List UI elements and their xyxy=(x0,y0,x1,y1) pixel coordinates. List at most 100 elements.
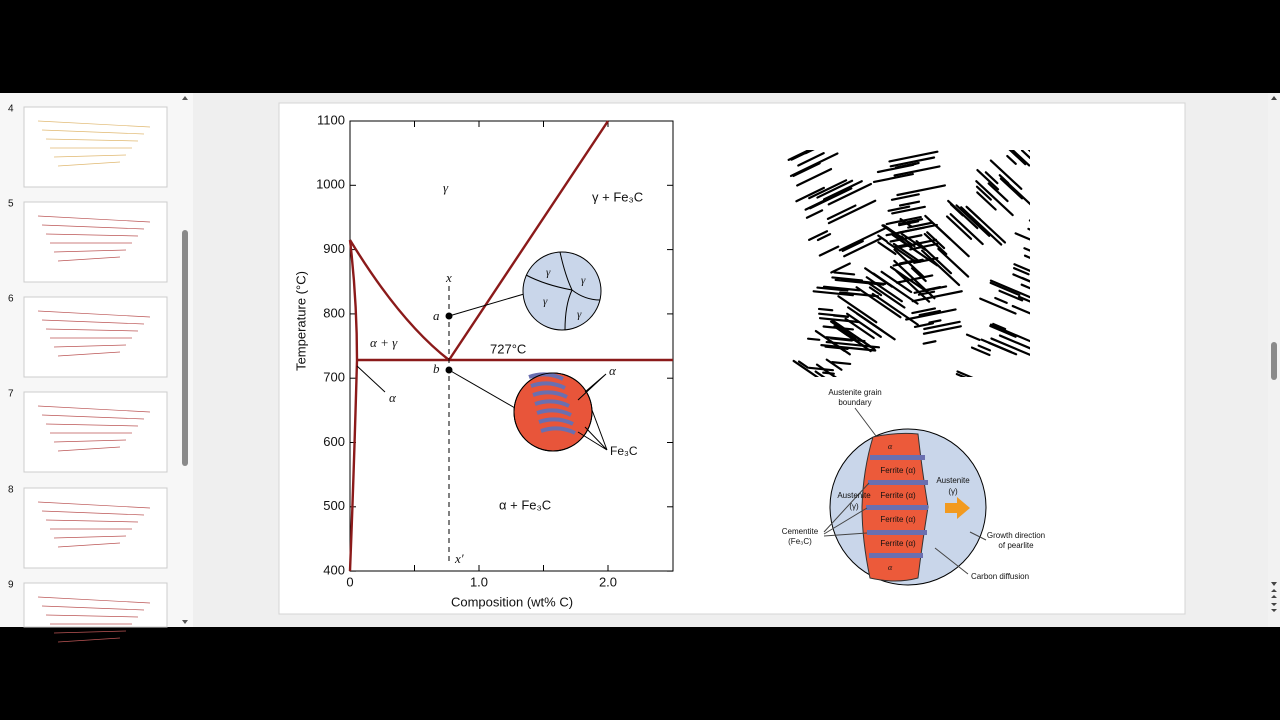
slide-thumbnail[interactable] xyxy=(23,487,168,569)
grain-label: γ xyxy=(577,309,582,321)
lamella xyxy=(990,337,1030,357)
panel-scrollbar[interactable] xyxy=(182,230,188,466)
lamella xyxy=(825,340,881,349)
lamella xyxy=(886,241,916,263)
region-label: α xyxy=(389,390,397,405)
slide-number: 8 xyxy=(8,485,14,496)
lamella xyxy=(792,162,821,178)
main-scrollbar[interactable] xyxy=(1271,342,1277,380)
lamella xyxy=(1017,295,1030,303)
lamella xyxy=(965,333,981,342)
x-tick-label: 1.0 xyxy=(470,574,488,589)
lamella xyxy=(831,361,852,366)
thumb-content xyxy=(41,129,145,135)
lamella xyxy=(833,271,856,276)
label: Austenite xyxy=(936,476,970,485)
thumb-content xyxy=(37,596,151,604)
thumb-content xyxy=(37,215,151,223)
lamella xyxy=(935,224,970,258)
lamella xyxy=(812,290,854,297)
circle-outline xyxy=(513,372,593,452)
lamella xyxy=(898,220,920,227)
lamella xyxy=(889,234,923,243)
thumb-content xyxy=(45,614,139,618)
lamella xyxy=(808,366,835,372)
thumb-content xyxy=(45,519,139,523)
lamella xyxy=(898,218,924,225)
lamella xyxy=(987,182,1009,203)
lamella xyxy=(845,312,882,338)
cementite-lamella xyxy=(532,390,568,399)
lamella xyxy=(994,296,1008,304)
slide-thumbnail[interactable] xyxy=(23,296,168,378)
austenite-grain-circle xyxy=(522,251,602,331)
lamella xyxy=(797,152,825,167)
cementite-lamella xyxy=(538,417,574,426)
lamella xyxy=(976,168,1000,191)
lamella xyxy=(807,230,829,242)
lamella xyxy=(992,322,1007,331)
label: Ferrite (α) xyxy=(880,539,916,548)
lamella xyxy=(816,233,832,242)
y-tick-label: 1000 xyxy=(316,177,345,192)
leader xyxy=(577,373,608,451)
lamella xyxy=(867,282,906,309)
slide-thumbnail[interactable] xyxy=(23,391,168,473)
lamella xyxy=(989,324,1017,338)
lamella xyxy=(825,358,843,371)
grain-label: γ xyxy=(543,296,548,308)
label: Ferrite (α) xyxy=(880,491,916,500)
label: Growth direction xyxy=(987,531,1045,540)
lamella xyxy=(1021,276,1030,283)
lamella xyxy=(827,182,873,206)
lamella xyxy=(1001,176,1030,206)
lamella xyxy=(808,179,848,200)
slide-number: 5 xyxy=(8,199,14,210)
cementite-plates xyxy=(866,455,928,558)
slide-thumbnail[interactable] xyxy=(23,201,168,283)
lamella xyxy=(918,309,942,317)
lamella xyxy=(864,267,894,288)
label: Austenite xyxy=(837,491,871,500)
growth-arrow xyxy=(945,497,970,519)
lamella xyxy=(977,344,992,352)
leaders xyxy=(823,407,987,575)
pearlite-circle xyxy=(513,372,593,452)
lamella xyxy=(818,245,840,257)
slide-thumbnail[interactable] xyxy=(23,106,168,188)
lamella xyxy=(887,205,911,212)
lamella xyxy=(843,237,883,258)
cementite-lamella xyxy=(528,372,564,381)
phase-label: Fe₃C xyxy=(610,444,638,458)
region-label: α + γ xyxy=(370,335,398,350)
thumb-content xyxy=(53,630,127,634)
thumb-content xyxy=(37,310,151,318)
thumb-content xyxy=(57,256,121,262)
lamella xyxy=(889,156,936,168)
thumb-content xyxy=(53,249,127,253)
label: (γ) xyxy=(948,487,958,496)
slide-thumbnail[interactable] xyxy=(23,582,168,628)
lamella xyxy=(979,297,1017,315)
lamella xyxy=(830,262,851,274)
label: Carbon diffusion xyxy=(971,572,1029,581)
lamella xyxy=(989,159,1023,190)
thumb-content xyxy=(37,405,151,413)
lamella xyxy=(1020,283,1030,290)
lamella xyxy=(896,184,946,197)
cementite-lamella xyxy=(540,426,576,435)
lamella xyxy=(911,290,963,303)
lamella xyxy=(923,320,961,331)
lamella xyxy=(989,279,1030,299)
lamella xyxy=(877,241,897,256)
lamella xyxy=(822,371,835,375)
thumb-content xyxy=(45,233,139,237)
x-prime-label: x′ xyxy=(454,551,464,566)
lamella xyxy=(830,337,854,342)
label: α xyxy=(888,442,893,451)
lamella xyxy=(868,286,883,297)
lamella xyxy=(855,286,902,319)
lamella xyxy=(922,340,937,345)
